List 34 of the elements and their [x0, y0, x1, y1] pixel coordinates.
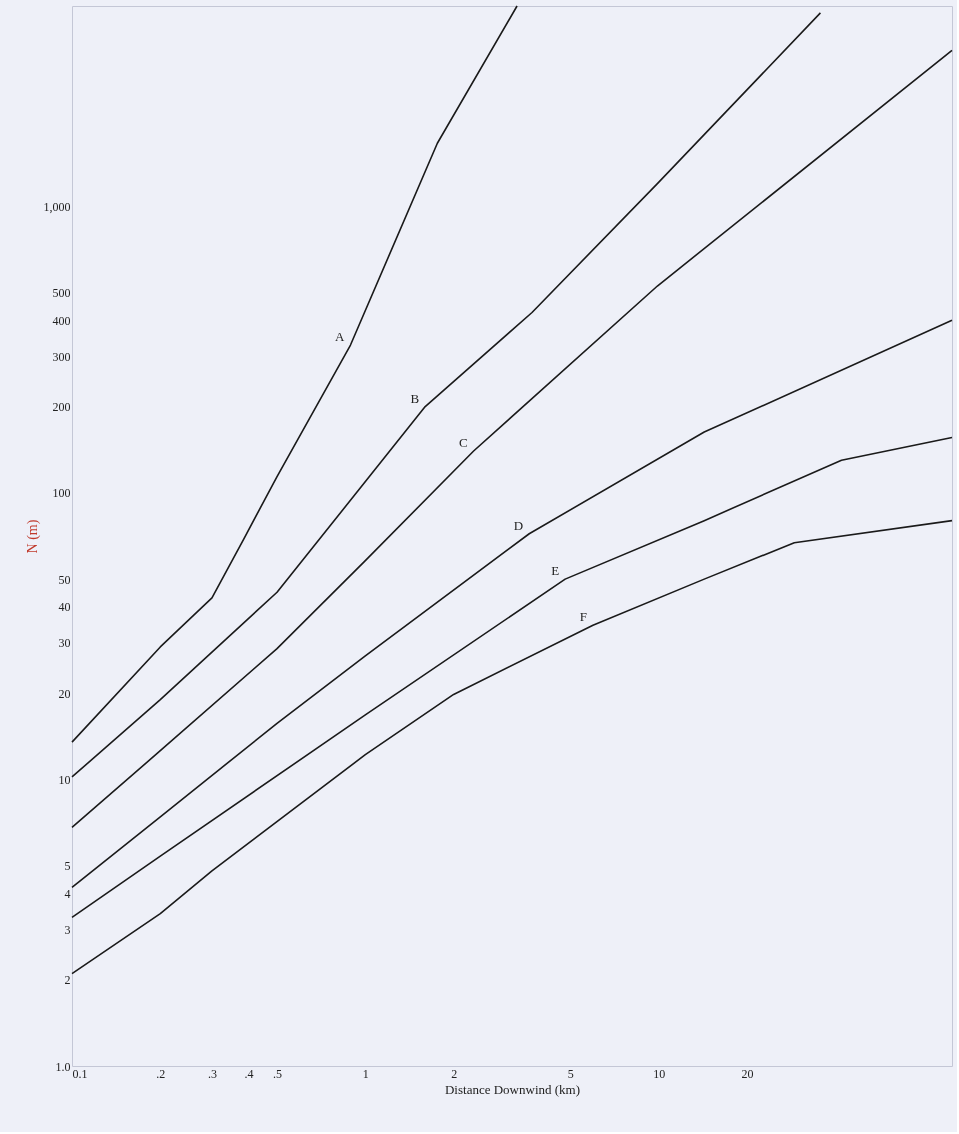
y-axis-title: N (m): [24, 519, 41, 554]
x-tick-label: 0.1: [72, 1066, 88, 1081]
y-tick-label: 50: [58, 572, 71, 587]
y-tick-label: 100: [52, 486, 71, 501]
annotation: B: [410, 390, 420, 406]
y-tick-label: 5: [64, 859, 71, 874]
annotation: C: [458, 434, 468, 450]
y-tick-label: 4: [64, 886, 71, 901]
y-tick-label: 2: [64, 973, 71, 988]
y-tick-label: 20: [58, 686, 71, 701]
annotation: F: [579, 609, 587, 625]
x-tick-label: .4: [244, 1066, 254, 1081]
y-tick-label: 300: [52, 349, 71, 364]
annotation: E: [551, 563, 560, 579]
x-tick-label: .2: [156, 1066, 166, 1081]
y-tick-label: 40: [58, 600, 71, 615]
y-tick-label: 10: [58, 772, 71, 787]
y-tick-label: 3: [64, 922, 71, 937]
annotation: D: [513, 517, 524, 533]
y-tick-label: 500: [52, 286, 71, 301]
annotation: A: [335, 329, 346, 345]
y-tick-label: 30: [58, 636, 71, 651]
x-tick-label: 2: [451, 1066, 458, 1081]
x-axis-title: Distance Downwind (km): [444, 1081, 581, 1097]
x-tick-label: 5: [567, 1066, 574, 1081]
y-tick-label: 400: [52, 313, 71, 328]
y-tick-label: 200: [52, 400, 71, 415]
y-tick-label: 1.0: [55, 1059, 71, 1074]
y-tick-label: 1,000: [43, 199, 71, 214]
x-tick-label: .3: [207, 1066, 217, 1081]
x-tick-label: 20: [741, 1066, 754, 1081]
x-tick-label: 1: [362, 1066, 369, 1081]
x-tick-label: .5: [273, 1066, 283, 1081]
x-tick-label: 10: [653, 1066, 666, 1081]
